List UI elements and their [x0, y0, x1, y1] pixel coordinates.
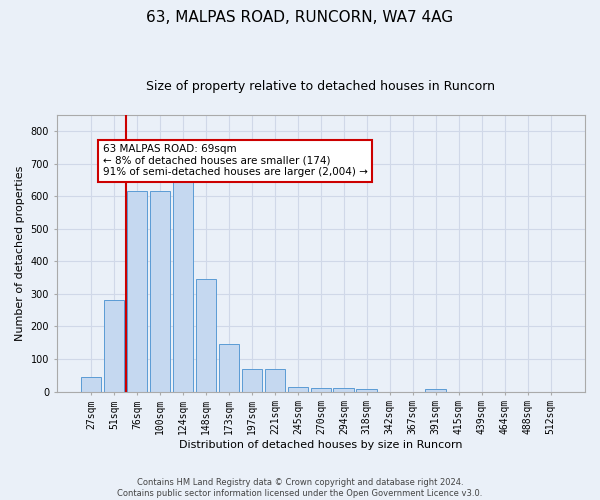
Bar: [127, 192, 148, 392]
Bar: [196, 280, 216, 392]
Bar: [242, 370, 262, 392]
Bar: [149, 192, 170, 392]
Bar: [334, 388, 354, 392]
Text: Contains HM Land Registry data © Crown copyright and database right 2024.
Contai: Contains HM Land Registry data © Crown c…: [118, 478, 482, 498]
X-axis label: Distribution of detached houses by size in Runcorn: Distribution of detached houses by size …: [179, 440, 463, 450]
Bar: [425, 389, 446, 392]
Bar: [356, 389, 377, 392]
Bar: [81, 377, 101, 392]
Text: 63 MALPAS ROAD: 69sqm
← 8% of detached houses are smaller (174)
91% of semi-deta: 63 MALPAS ROAD: 69sqm ← 8% of detached h…: [103, 144, 367, 178]
Text: 63, MALPAS ROAD, RUNCORN, WA7 4AG: 63, MALPAS ROAD, RUNCORN, WA7 4AG: [146, 10, 454, 25]
Bar: [173, 180, 193, 392]
Bar: [311, 388, 331, 392]
Bar: [265, 370, 285, 392]
Bar: [287, 386, 308, 392]
Title: Size of property relative to detached houses in Runcorn: Size of property relative to detached ho…: [146, 80, 496, 93]
Y-axis label: Number of detached properties: Number of detached properties: [15, 166, 25, 341]
Bar: [104, 300, 124, 392]
Bar: [218, 344, 239, 392]
